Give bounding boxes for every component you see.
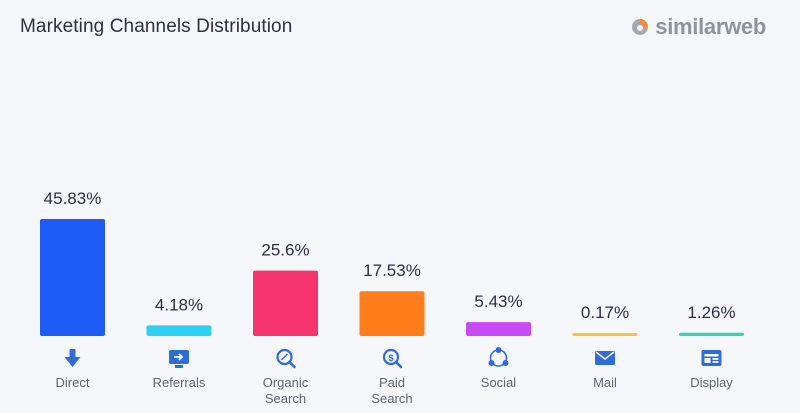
value-label-direct: 45.83% — [44, 189, 102, 208]
mail-icon — [595, 351, 615, 365]
value-label-referrals: 4.18% — [155, 295, 203, 314]
brand-logo: similarweb — [631, 14, 766, 40]
value-label-paid_search: 17.53% — [363, 261, 421, 280]
category-label-display: Display — [690, 375, 733, 390]
bar-paid_search[interactable] — [359, 291, 425, 336]
value-label-mail: 0.17% — [581, 303, 629, 322]
bar-direct[interactable] — [40, 219, 105, 336]
svg-text:$: $ — [388, 353, 393, 363]
category-label-direct: Direct — [56, 375, 90, 390]
brand-name: similarweb — [655, 14, 766, 39]
value-label-social: 5.43% — [474, 292, 522, 311]
bar-organic_search[interactable] — [253, 270, 318, 336]
category-label-paid_search: Paid — [379, 375, 405, 390]
category-label-referrals: Referrals — [153, 375, 206, 390]
category-label-mail: Mail — [593, 375, 617, 390]
similarweb-logo-icon — [632, 19, 649, 35]
social-network-icon — [488, 347, 509, 367]
category-label-organic_search: Search — [265, 391, 306, 406]
chart-title: Marketing Channels Distribution — [20, 16, 293, 37]
value-label-organic_search: 25.6% — [261, 241, 309, 260]
bar-display[interactable] — [679, 332, 744, 336]
search-magnifier-icon — [276, 348, 296, 369]
paid-search-icon: $ — [382, 348, 403, 369]
arrow-down-icon — [64, 349, 81, 367]
category-label-paid_search: Search — [371, 391, 412, 406]
category-label-social: Social — [481, 375, 517, 390]
bar-social[interactable] — [466, 322, 531, 336]
display-icon — [701, 350, 722, 366]
referral-screen-icon — [169, 350, 189, 368]
category-label-organic_search: Organic — [263, 375, 309, 390]
bar-mail[interactable] — [572, 333, 638, 336]
value-label-display: 1.26% — [687, 303, 735, 322]
bar-referrals[interactable] — [146, 325, 212, 336]
